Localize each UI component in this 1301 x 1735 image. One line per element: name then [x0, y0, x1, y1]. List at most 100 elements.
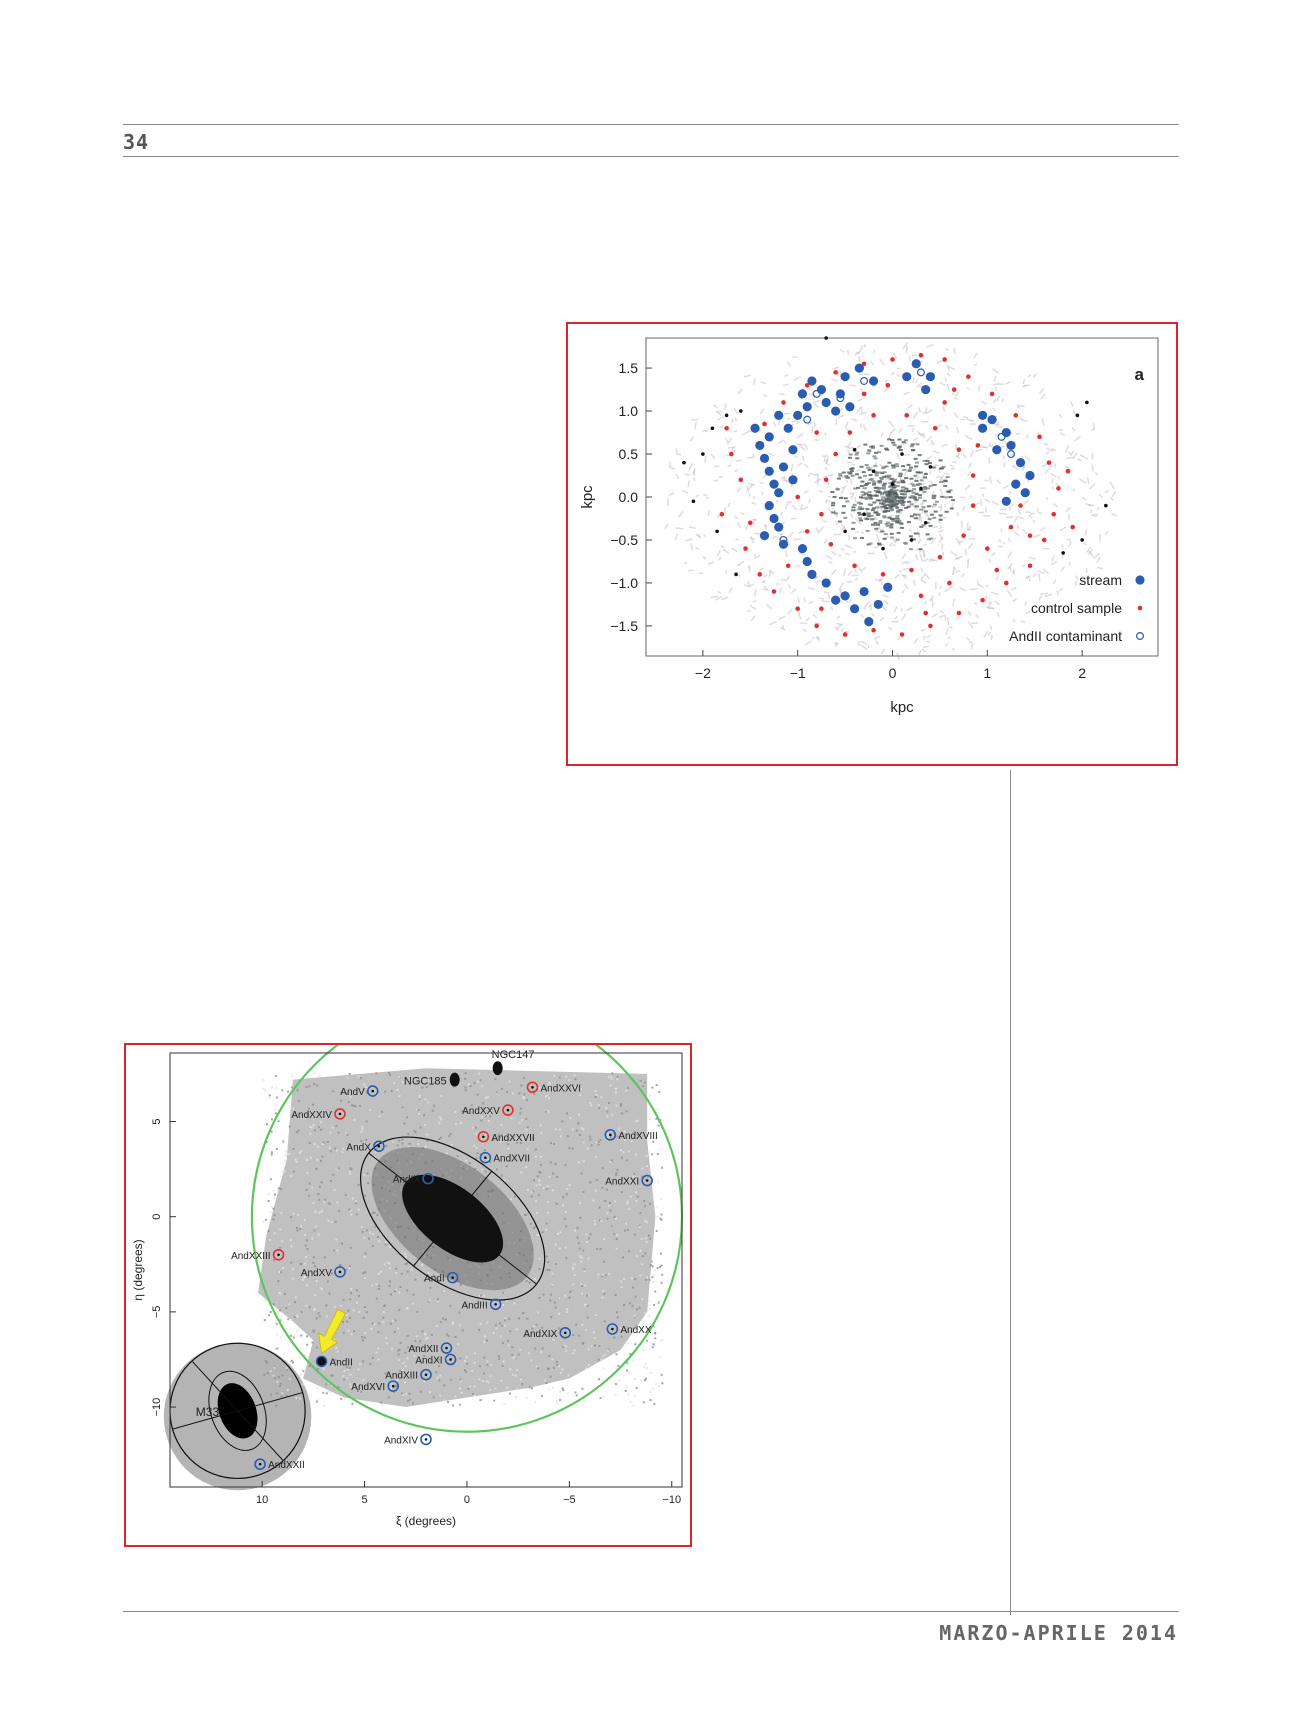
mosaic-speck: [459, 1403, 462, 1406]
mosaic-speck: [449, 1378, 452, 1381]
mosaic-speck: [327, 1390, 330, 1393]
core-mark: [901, 465, 906, 468]
mosaic-speck: [478, 1378, 481, 1381]
star-field-mark: [1001, 397, 1005, 403]
core-mark: [837, 520, 842, 523]
star-field-mark: [825, 498, 828, 504]
mosaic-speck: [642, 1401, 645, 1404]
star-field-mark: [782, 383, 789, 387]
star-field-mark: [875, 533, 880, 542]
mosaic-speck: [620, 1191, 623, 1194]
mosaic-speck: [296, 1315, 299, 1318]
core-mark: [910, 495, 915, 498]
mosaic-speck: [548, 1175, 551, 1178]
star-field-mark: [939, 585, 943, 590]
figure-panel-a: −2 −1 0 1 2 −1.5 −1.0 −0.5 0.0 0.5 1.0 1.5 kpc kpc a st…: [566, 322, 1178, 766]
star-field-mark: [898, 428, 903, 434]
star-field-mark: [814, 622, 820, 625]
star-field-mark: [970, 643, 974, 650]
contaminant-point: [1007, 450, 1016, 459]
core-mark: [873, 521, 878, 524]
star-field-mark: [852, 566, 858, 573]
mosaic-speck: [655, 1230, 658, 1233]
mosaic-speck: [585, 1233, 588, 1236]
mosaic-speck: [645, 1377, 648, 1380]
mosaic-speck: [347, 1329, 350, 1332]
mosaic-speck: [621, 1112, 624, 1115]
mosaic-speck: [298, 1151, 301, 1154]
star-field-mark: [763, 573, 768, 578]
core-mark: [881, 496, 886, 499]
mosaic-speck: [370, 1327, 373, 1330]
mosaic-speck: [373, 1211, 376, 1214]
mosaic-speck: [407, 1132, 410, 1135]
mosaic-speck: [525, 1279, 528, 1282]
star-field-mark: [812, 613, 818, 619]
star-field-mark: [827, 560, 833, 565]
core-mark: [864, 497, 869, 500]
core-mark: [872, 482, 877, 485]
star-field-mark: [753, 377, 756, 386]
mosaic-speck: [524, 1213, 527, 1216]
galaxy-label: NGC185: [404, 1076, 447, 1088]
mosaic-speck: [280, 1271, 283, 1274]
mosaic-speck: [626, 1386, 629, 1389]
star-field-mark: [796, 462, 803, 468]
mosaic-speck: [354, 1105, 357, 1108]
satellite-marker: [502, 1104, 514, 1116]
mosaic-speck: [287, 1090, 290, 1093]
mosaic-speck: [566, 1112, 569, 1115]
satellite-center: [531, 1085, 534, 1089]
star-field-mark: [926, 640, 930, 643]
star-field-mark: [763, 525, 768, 528]
core-mark: [858, 513, 863, 516]
core-mark: [884, 465, 889, 468]
mosaic-speck: [365, 1086, 368, 1089]
star-field-mark: [745, 526, 748, 531]
control-point: [904, 413, 910, 418]
mosaic-speck: [365, 1090, 368, 1093]
mosaic-speck: [283, 1292, 286, 1295]
star-field-mark: [1085, 568, 1088, 573]
mosaic-speck: [272, 1207, 275, 1210]
mosaic-speck: [438, 1379, 441, 1382]
control-point: [985, 546, 990, 551]
mosaic-speck: [380, 1401, 383, 1404]
star-field-mark: [944, 377, 947, 383]
mosaic-speck: [578, 1247, 581, 1250]
core-mark: [860, 491, 865, 494]
mosaic-speck: [508, 1392, 511, 1395]
mosaic-speck: [573, 1273, 576, 1276]
mosaic-speck: [423, 1279, 426, 1282]
mosaic-speck: [424, 1145, 427, 1148]
mosaic-speck: [306, 1076, 309, 1079]
star-field-mark: [784, 374, 789, 377]
stream-point: [821, 578, 831, 588]
mosaic-speck: [623, 1277, 626, 1280]
mosaic-speck: [657, 1124, 660, 1127]
mosaic-speck: [350, 1168, 353, 1171]
core-mark: [891, 519, 896, 522]
mosaic-speck: [551, 1358, 554, 1361]
core-mark: [869, 503, 874, 506]
star-field-mark: [878, 463, 884, 468]
mosaic-speck: [270, 1153, 273, 1156]
mosaic-speck: [399, 1369, 402, 1372]
core-mark: [895, 465, 900, 468]
core-mark: [902, 468, 907, 471]
mosaic-speck: [489, 1111, 492, 1114]
mosaic-speck: [567, 1374, 570, 1377]
core-mark: [865, 529, 870, 532]
star-field-mark: [765, 603, 773, 610]
mosaic-speck: [636, 1133, 639, 1136]
star-field-mark: [849, 512, 854, 518]
mosaic-speck: [480, 1306, 483, 1309]
core-mark: [873, 523, 878, 526]
stream-point: [902, 372, 912, 382]
mosaic-speck: [581, 1256, 584, 1259]
star-field-mark: [1032, 572, 1037, 578]
star-field-mark: [880, 432, 884, 438]
satellite-center: [391, 1384, 395, 1388]
star-field-mark: [1072, 409, 1077, 416]
star-field-mark: [1089, 483, 1096, 490]
